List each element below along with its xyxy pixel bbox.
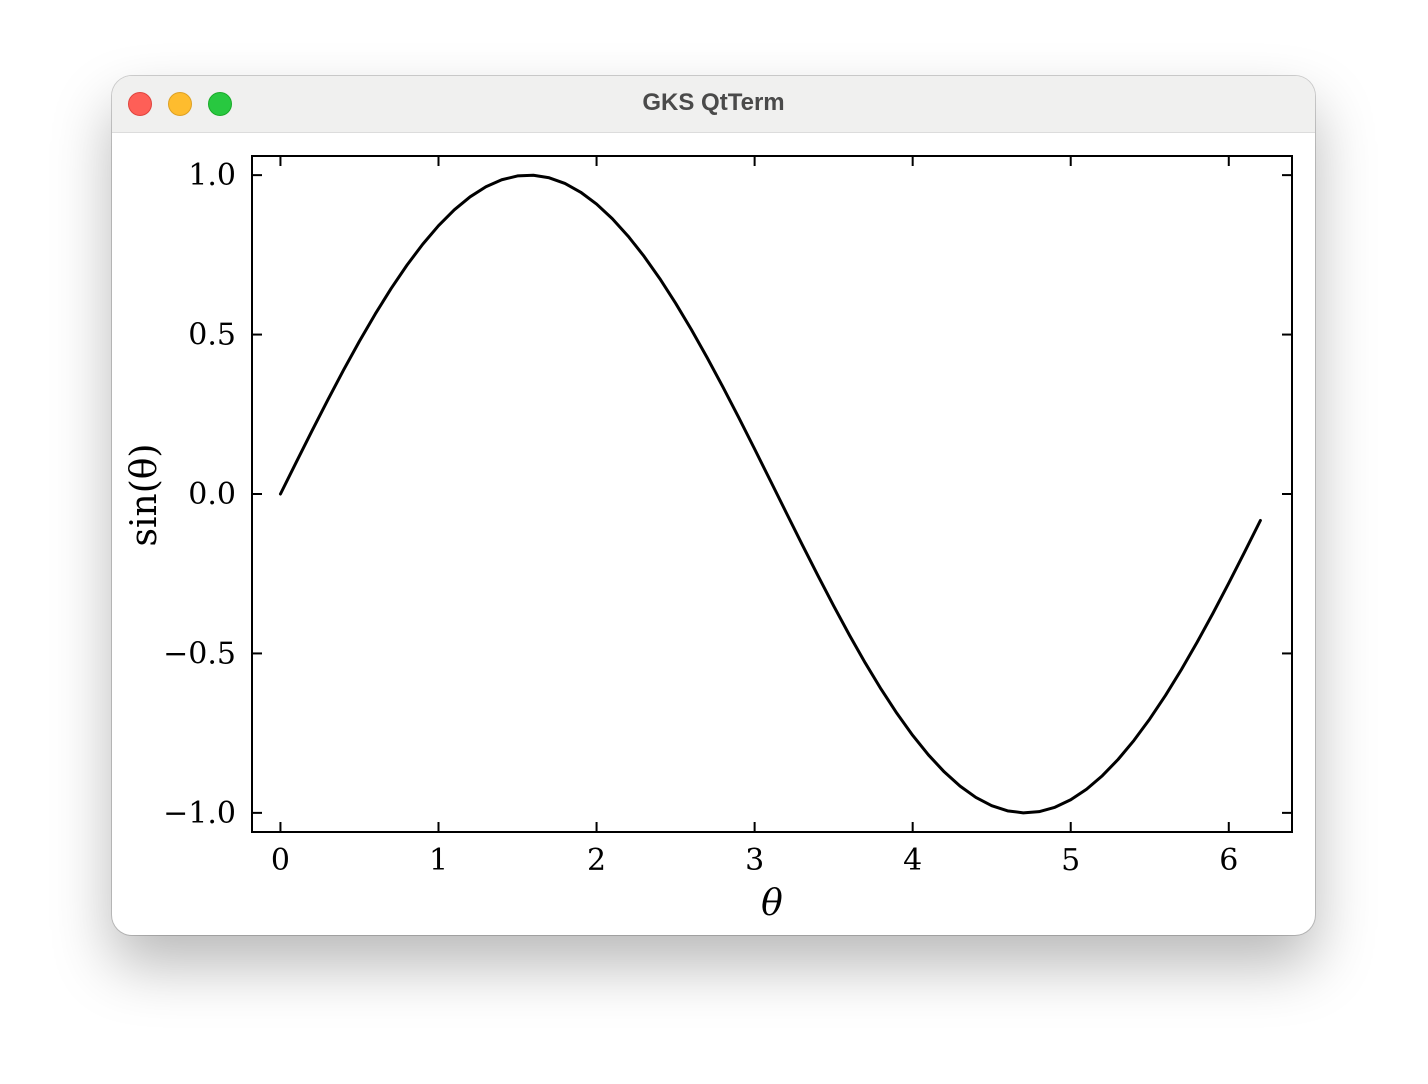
x-tick-label: 6: [1219, 843, 1238, 878]
x-tick-label: 0: [271, 843, 290, 878]
y-tick-label: −1.0: [163, 796, 236, 831]
x-ticks: 0 1 2 3 4 5 6: [271, 156, 1238, 878]
x-tick-label: 4: [903, 843, 922, 878]
x-tick-label: 5: [1061, 843, 1080, 878]
sine-chart: 0 1 2 3 4 5 6 −1.0 −0.5 0.0 0.5 1.0 θ sin(θ): [124, 155, 1293, 924]
plot-frame: [251, 155, 1293, 833]
plot-area: 0 1 2 3 4 5 6 −1.0 −0.5 0.0 0.5 1.0 θ sin(θ): [112, 133, 1315, 935]
y-axis-label: sin(θ): [124, 444, 165, 547]
y-tick-label: −0.5: [163, 636, 236, 671]
x-axis-label: θ: [761, 883, 783, 924]
x-tick-label: 1: [429, 843, 448, 878]
minimize-button[interactable]: [168, 92, 192, 116]
x-tick-label: 2: [587, 843, 606, 878]
zoom-button[interactable]: [208, 92, 232, 116]
y-tick-label: 1.0: [188, 158, 236, 193]
y-tick-label: 0.0: [188, 477, 236, 512]
title-bar[interactable]: GKS QtTerm: [112, 76, 1315, 133]
y-ticks: −1.0 −0.5 0.0 0.5 1.0: [163, 158, 1292, 831]
x-tick-label: 3: [745, 843, 764, 878]
window-title: GKS QtTerm: [642, 89, 785, 116]
close-button[interactable]: [128, 92, 152, 116]
y-tick-label: 0.5: [188, 318, 236, 353]
gks-qtterm-window: GKS QtTerm 0 1 2 3 4 5 6 −1.0 −0.5 0.0 0.5 1.0 θ s…: [112, 76, 1315, 935]
sine-series-line: [278, 173, 1262, 815]
